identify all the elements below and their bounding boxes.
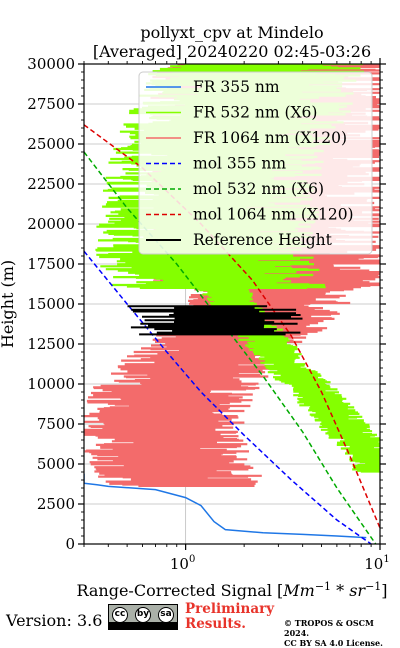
series-mol-532-nm-x6 <box>84 151 377 544</box>
legend-label: mol 1064 nm (X120) <box>193 206 354 224</box>
copyright-line-1: © TROPOS & OSCM 2024. <box>284 618 374 638</box>
legend-entry-reference-height: Reference Height <box>146 231 333 249</box>
legend-label: FR 532 nm (X6) <box>193 104 317 122</box>
x-tick-label: 101 <box>364 554 389 573</box>
legend-entry-mol-532-nm-x6: mol 532 nm (X6) <box>146 180 324 198</box>
license-badge: cc by sa <box>108 604 178 630</box>
legend-entry-fr-532-nm-x6: FR 532 nm (X6) <box>146 104 317 122</box>
legend-label: Reference Height <box>193 231 333 249</box>
y-tick-label: 30000 <box>27 55 75 73</box>
x-axis-label-mid: * <box>331 581 349 600</box>
by-icon: by <box>135 607 151 623</box>
preliminary-notice: Preliminary Results. <box>185 602 274 632</box>
y-tick-label: 10000 <box>27 375 75 393</box>
chart-title-line-2: [Averaged] 20240220 02:45-03:26 <box>93 42 371 61</box>
chart-title-line-1: pollyxt_cpv at Mindelo <box>140 23 323 42</box>
version-label: Version: 3.6 <box>6 611 103 630</box>
ticks: 0 2500 5000 7500 10000 12500 15000 17500 20000 22… <box>27 55 389 573</box>
y-tick-label: 22500 <box>27 175 75 193</box>
series-reference-height-trace <box>127 305 303 336</box>
x-axis-label-unit-mm: Mm <box>282 581 315 600</box>
y-tick-label: 2500 <box>37 495 75 513</box>
y-tick-label: 17500 <box>27 255 75 273</box>
legend-label: FR 1064 nm (X120) <box>193 129 347 147</box>
x-axis-label-suffix: ] <box>381 581 387 600</box>
x-axis-label-unit-sr: sr <box>349 581 366 600</box>
legend: FR 355 nm FR 532 nm (X6) FR 1064 nm (X120)… <box>138 71 373 255</box>
series-mol-1064-nm-x120 <box>84 124 380 529</box>
x-axis-label-prefix: Range-Corrected Signal [ <box>76 581 283 600</box>
legend-entry-fr-355-nm: FR 355 nm <box>146 78 280 96</box>
y-tick-label: 25000 <box>27 135 75 153</box>
legend-box <box>138 71 373 255</box>
license-badge-strip <box>109 622 177 629</box>
legend-label: mol 355 nm <box>193 155 286 173</box>
x-axis-label-exp-1: −1 <box>315 580 331 593</box>
x-axis-label-exp-2: −1 <box>365 580 381 593</box>
y-tick-label: 27500 <box>27 95 75 113</box>
y-tick-label: 12500 <box>27 335 75 353</box>
series-reference-height <box>127 305 303 336</box>
y-tick-label: 7500 <box>37 415 75 433</box>
y-tick-label: 15000 <box>27 295 75 313</box>
legend-entry-mol-355-nm: mol 355 nm <box>146 155 286 173</box>
legend-entry-mol-1064-nm-x120: mol 1064 nm (X120) <box>146 206 354 224</box>
legend-label: FR 355 nm <box>193 78 280 96</box>
y-tick-label: 5000 <box>37 455 75 473</box>
y-tick-label: 20000 <box>27 215 75 233</box>
y-tick-label: 0 <box>65 535 75 553</box>
y-axis-label: Height (m) <box>0 260 17 348</box>
cc-icon: cc <box>112 607 128 623</box>
legend-entry-fr-1064-nm-x120: FR 1064 nm (X120) <box>146 129 347 147</box>
series-fr-355-nm <box>84 473 367 539</box>
x-tick-label: 100 <box>170 554 195 573</box>
x-axis-label: Range-Corrected Signal [Mm−1 * sr−1] <box>76 580 387 600</box>
copyright-notice: © TROPOS & OSCM 2024. CC BY SA 4.0 Licen… <box>284 618 400 648</box>
sa-icon: sa <box>158 607 174 623</box>
preliminary-line-1: Preliminary <box>185 601 275 617</box>
legend-label: mol 532 nm (X6) <box>193 180 324 198</box>
preliminary-line-2: Results. <box>185 616 246 632</box>
